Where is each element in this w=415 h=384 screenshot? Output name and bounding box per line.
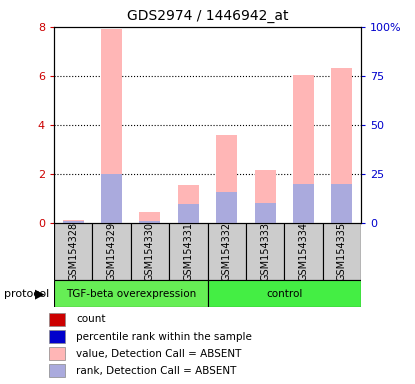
Bar [254,170,276,223]
Bar [331,68,352,223]
Text: control: control [266,289,303,299]
Bar [49,347,65,360]
Text: rank, Detection Call = ABSENT: rank, Detection Call = ABSENT [76,366,237,376]
Text: percentile rank within the sample: percentile rank within the sample [76,331,252,342]
Bar [323,223,361,280]
Bar [139,222,161,223]
Bar [54,280,208,307]
Bar [216,192,237,223]
Text: protocol: protocol [4,289,49,299]
Bar [254,203,276,223]
Bar [246,223,284,280]
Text: GSM154333: GSM154333 [260,222,270,281]
Text: GSM154332: GSM154332 [222,222,232,281]
Text: ▶: ▶ [35,287,45,300]
Bar [208,280,361,307]
Bar [284,223,323,280]
Text: count: count [76,314,106,324]
Bar [216,135,237,223]
Bar [101,29,122,223]
Bar [49,364,65,377]
Text: GSM154330: GSM154330 [145,222,155,281]
Title: GDS2974 / 1446942_at: GDS2974 / 1446942_at [127,9,288,23]
Bar [93,223,131,280]
Bar [293,184,314,223]
Text: GSM154334: GSM154334 [298,222,308,281]
Text: GSM154335: GSM154335 [337,222,347,281]
Text: GSM154328: GSM154328 [68,222,78,281]
Bar [49,313,65,326]
Text: GSM154331: GSM154331 [183,222,193,281]
Text: TGF-beta overexpression: TGF-beta overexpression [66,289,196,299]
Text: GSM154329: GSM154329 [107,222,117,281]
Bar [63,220,84,223]
Text: value, Detection Call = ABSENT: value, Detection Call = ABSENT [76,349,242,359]
Bar [101,174,122,223]
Bar [139,212,161,223]
Bar [178,204,199,223]
Bar [169,223,208,280]
Bar [293,74,314,223]
Bar [63,221,84,223]
Bar [208,223,246,280]
Bar [131,223,169,280]
Bar [331,184,352,223]
Bar [49,330,65,343]
Bar [54,223,92,280]
Bar [178,185,199,223]
